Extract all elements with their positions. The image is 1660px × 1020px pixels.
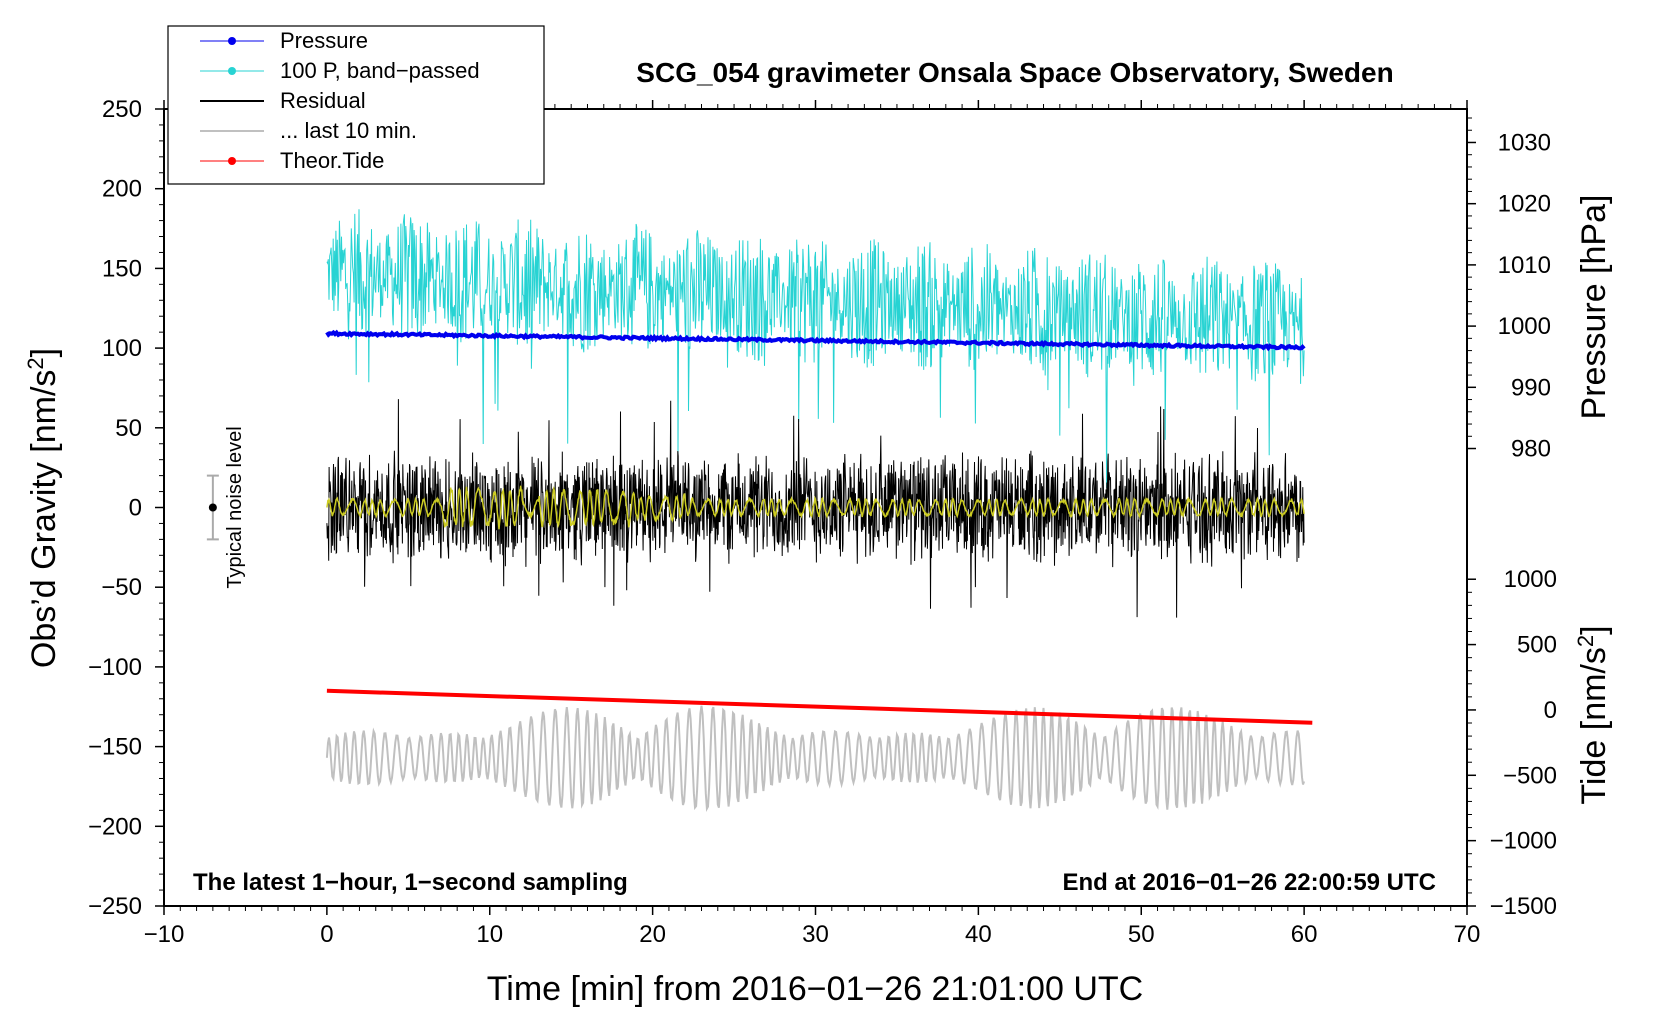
series-theor-tide-line — [326, 688, 1313, 725]
legend-swatch-dot — [228, 157, 236, 165]
x-tick-label: 60 — [1291, 921, 1318, 948]
y-tick-label: −200 — [88, 813, 142, 840]
x-tick-label: 50 — [1128, 921, 1155, 948]
tide-tick-label: 0 — [1544, 697, 1557, 724]
y-tick-label: −100 — [88, 654, 142, 681]
x-tick-label: 70 — [1454, 921, 1481, 948]
y-axis-label-tide: Tide [nm/s2] — [1573, 625, 1614, 804]
x-axis-label: Time [min] from 2016−01−26 21:01:00 UTC — [487, 970, 1143, 1008]
legend-entry-residual: Residual — [280, 88, 366, 113]
y-axis-label-tide-sup: 2 — [1573, 635, 1598, 647]
tide-tick-label: 500 — [1517, 632, 1557, 659]
y-tick-label: 150 — [102, 255, 142, 282]
y-axis-label-left: Obs’d Gravity [nm/s2] — [23, 348, 64, 668]
y-tick-label: 250 — [102, 96, 142, 123]
legend-entry-pressure: Pressure — [280, 28, 368, 53]
y-tick-label: 0 — [129, 495, 142, 522]
noise-indicator — [206, 474, 219, 541]
x-tick-label: 0 — [320, 921, 333, 948]
y-tick-label: −150 — [88, 734, 142, 761]
series-bandpassed-line — [326, 209, 1305, 489]
legend-swatch-dot — [228, 67, 236, 75]
pressure-tick-label: 980 — [1511, 436, 1551, 463]
series-residual-line — [326, 399, 1305, 618]
legend-entry-theor-tide: Theor.Tide — [280, 148, 384, 173]
y-axis-label-left-sup: 2 — [23, 357, 48, 369]
x-tick-label: 10 — [476, 921, 503, 948]
legend-entry-last-10-min: ... last 10 min. — [280, 118, 417, 143]
annotation-sampling: The latest 1−hour, 1−second sampling — [193, 869, 628, 896]
y-tick-label: 50 — [115, 415, 142, 442]
x-tick-label: −10 — [144, 921, 185, 948]
x-tick-label: 30 — [802, 921, 829, 948]
pressure-tick-label: 1030 — [1498, 129, 1551, 156]
pressure-tick-label: 990 — [1511, 374, 1551, 401]
pressure-tick-label: 1010 — [1498, 252, 1551, 279]
pressure-tick-label: 1020 — [1498, 191, 1551, 218]
y-axis-label-tide-main: Tide [nm/s — [1575, 647, 1613, 804]
noise-center-dot — [208, 503, 217, 512]
chart-title: SCG_054 gravimeter Onsala Space Observat… — [636, 57, 1393, 88]
legend-entry-bandpassed: 100 P, band−passed — [280, 58, 480, 83]
series-filtered-residual-line — [326, 485, 1305, 530]
y-tick-label: −250 — [88, 893, 142, 920]
legend: Pressure 100 P, band−passed Residual ...… — [167, 25, 545, 185]
tide-tick-label: −1500 — [1490, 893, 1557, 920]
series-last-10-min-line — [325, 705, 1306, 813]
noise-indicator-label: Typical noise level — [224, 426, 246, 588]
annotation-end-time: End at 2016−01−26 22:00:59 UTC — [1062, 869, 1436, 896]
y-axis-label-left-main: Obs’d Gravity [nm/s — [25, 370, 63, 669]
x-tick-label: 40 — [965, 921, 992, 948]
ticks-layer: −10 0 10 20 30 40 50 60 70250200150100500−50−100… — [88, 96, 1557, 948]
tide-tick-label: −1000 — [1490, 828, 1557, 855]
legend-swatch-dot — [228, 37, 236, 45]
legend-swatches — [200, 37, 264, 165]
y-axis-label-pressure: Pressure [hPa] — [1575, 195, 1613, 420]
y-axis-label-left-end: ] — [25, 348, 63, 357]
y-tick-label: −50 — [101, 574, 142, 601]
tide-tick-label: −500 — [1503, 762, 1557, 789]
y-tick-label: 200 — [102, 176, 142, 203]
series-layer — [325, 209, 1313, 813]
x-tick-label: 20 — [639, 921, 666, 948]
tide-tick-label: 1000 — [1504, 566, 1557, 593]
y-tick-label: 100 — [102, 335, 142, 362]
y-axis-label-tide-end: ] — [1575, 625, 1613, 634]
pressure-tick-label: 1000 — [1498, 313, 1551, 340]
series-pressure-line — [325, 329, 1306, 352]
